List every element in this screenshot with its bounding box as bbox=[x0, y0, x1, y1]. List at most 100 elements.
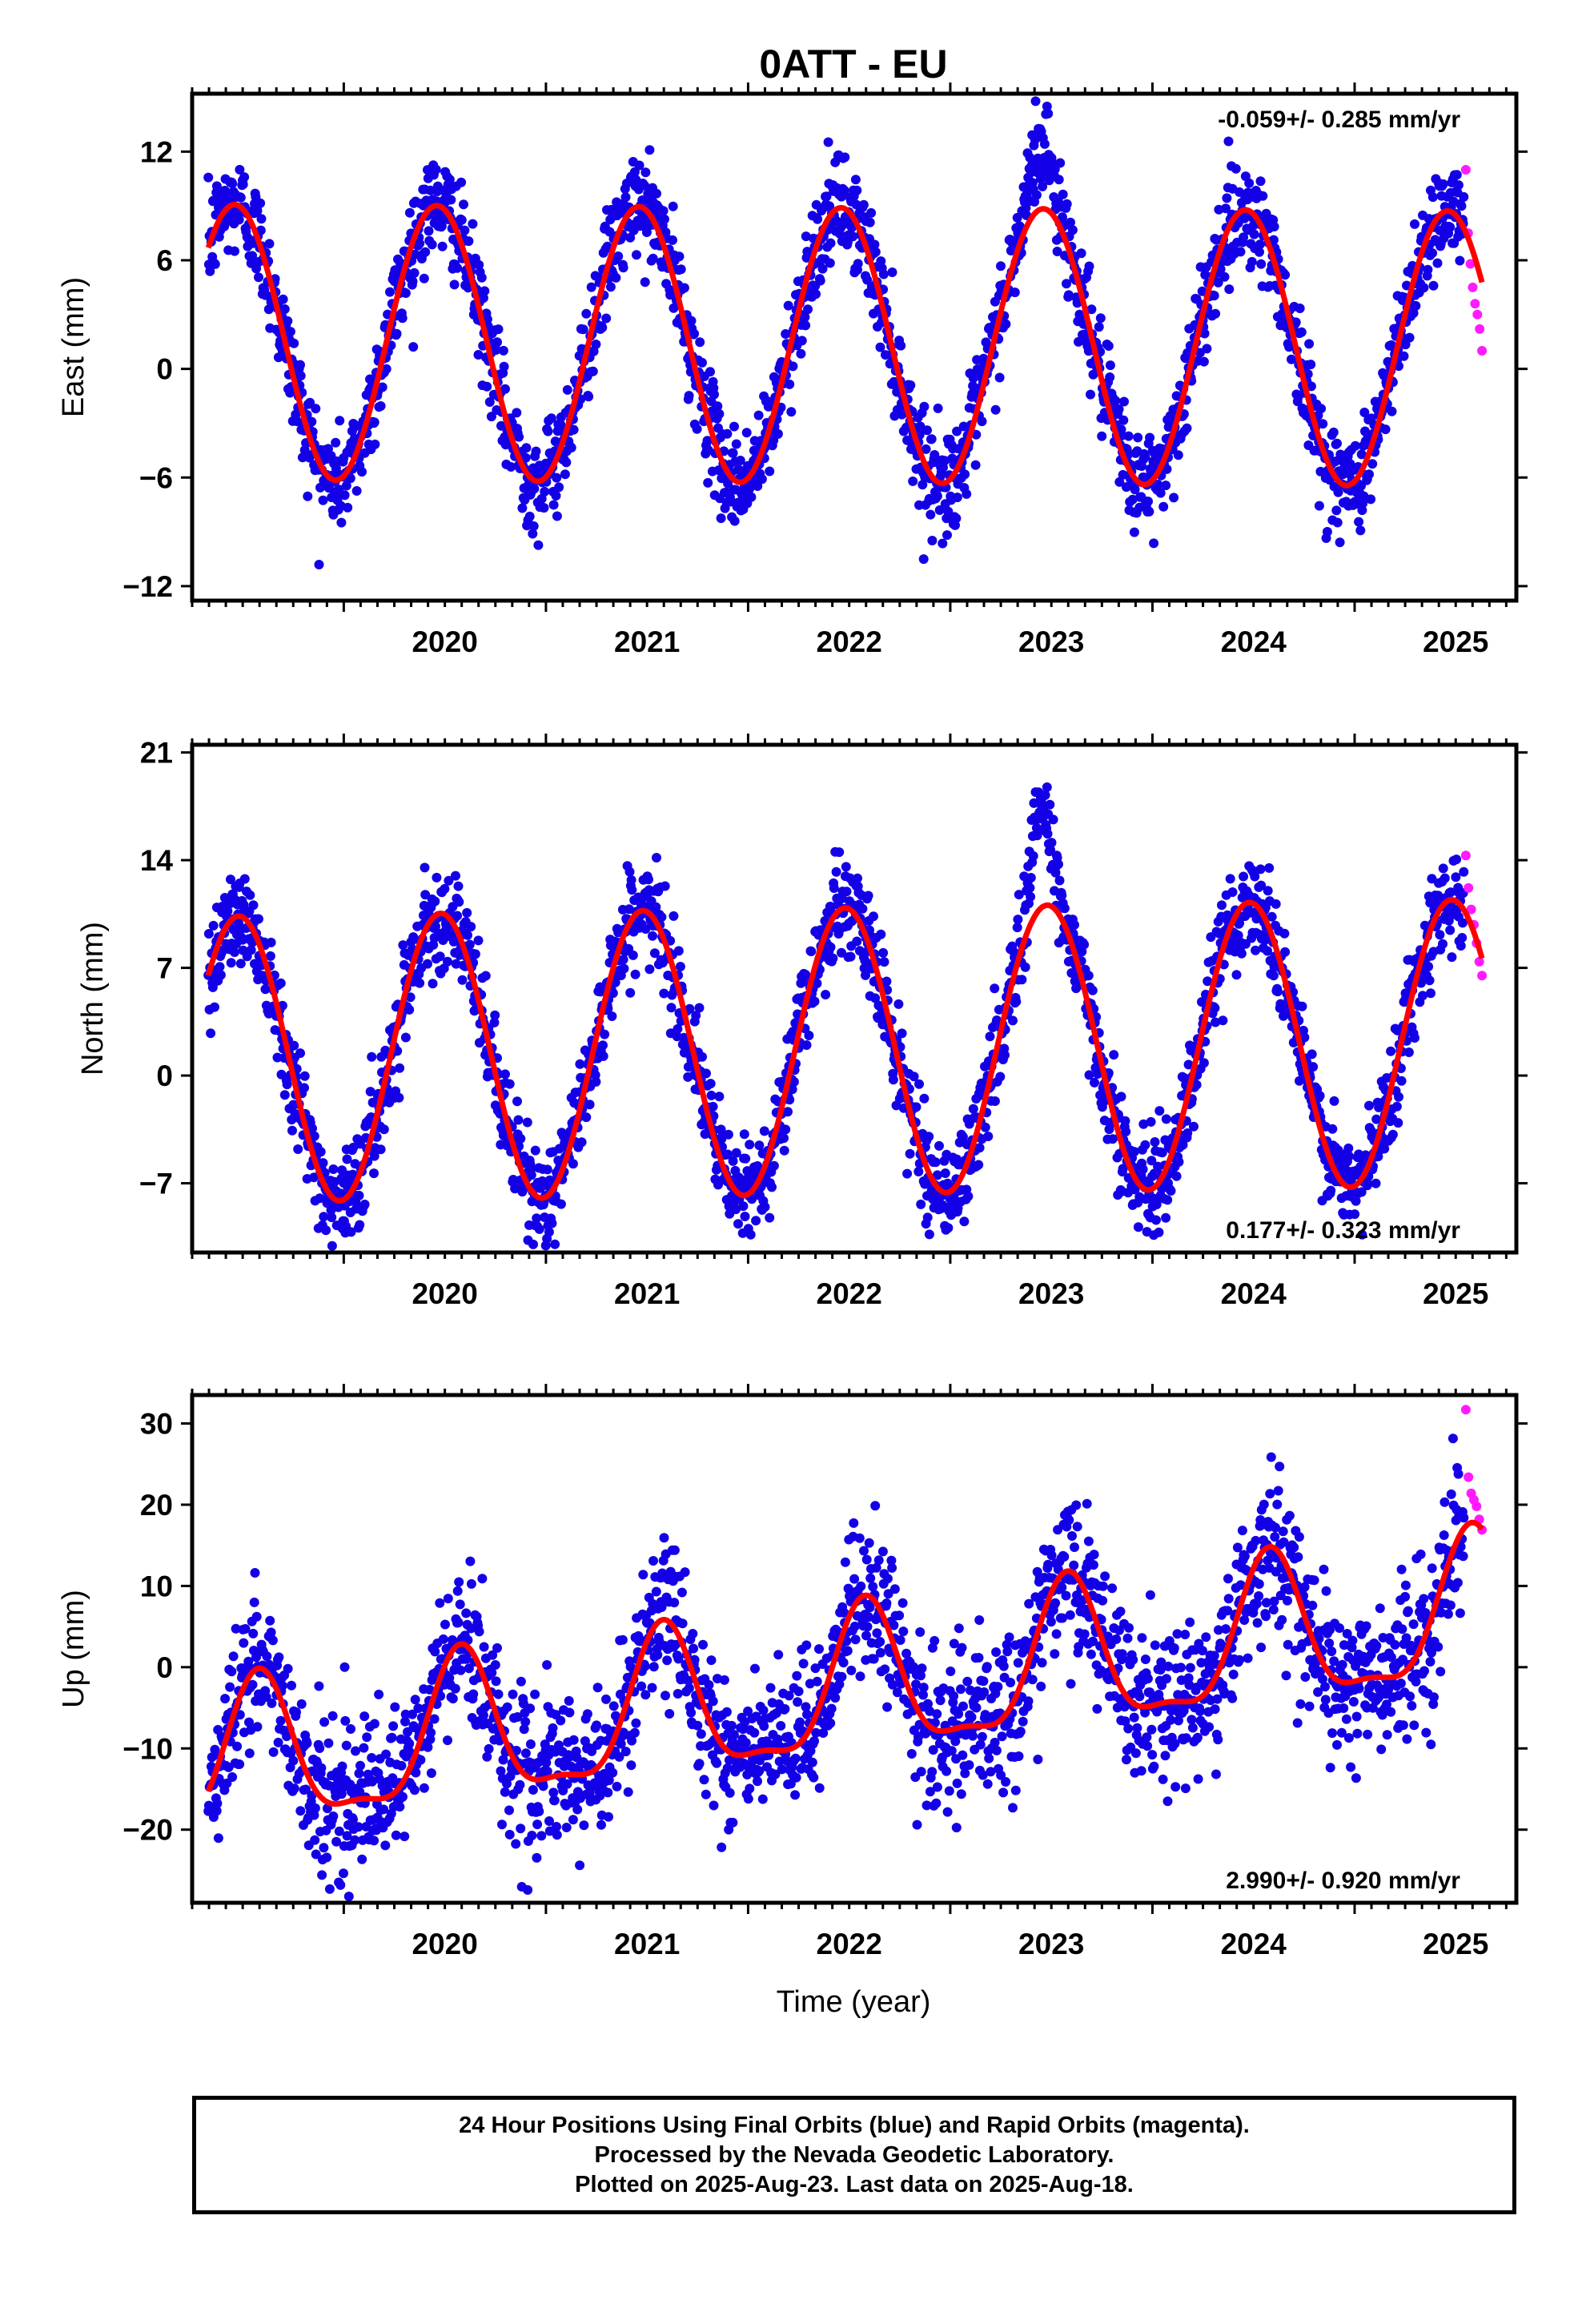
x-tick-label-up: 2023 bbox=[1018, 1928, 1084, 1960]
final-orbit-point bbox=[365, 1087, 375, 1097]
final-orbit-point bbox=[211, 1806, 222, 1816]
final-orbit-point bbox=[295, 1048, 305, 1059]
final-orbit-point bbox=[1048, 814, 1058, 825]
final-orbit-point bbox=[480, 971, 491, 981]
x-tick-label-east: 2024 bbox=[1221, 625, 1287, 658]
final-orbit-point bbox=[630, 969, 640, 979]
final-orbit-point bbox=[576, 1137, 587, 1148]
final-orbit-point bbox=[1404, 332, 1415, 343]
final-orbit-point bbox=[1235, 187, 1245, 197]
final-orbit-point bbox=[307, 416, 317, 427]
final-orbit-point bbox=[919, 1093, 930, 1104]
final-orbit-point bbox=[239, 172, 250, 183]
x-tick-label-east: 2025 bbox=[1423, 625, 1488, 658]
y-tick-label-east: 12 bbox=[140, 135, 173, 168]
final-orbit-point bbox=[611, 272, 621, 283]
final-orbit-point bbox=[974, 1143, 985, 1153]
final-orbit-point bbox=[669, 911, 679, 921]
final-orbit-point bbox=[532, 1213, 542, 1224]
final-orbit-point bbox=[1058, 212, 1067, 223]
final-orbit-point bbox=[1315, 466, 1326, 476]
final-orbit-point bbox=[1210, 1003, 1220, 1013]
final-orbit-point bbox=[676, 264, 686, 275]
final-orbit-point bbox=[581, 1112, 592, 1123]
final-orbit-point bbox=[1445, 887, 1456, 898]
final-orbit-point bbox=[951, 513, 962, 524]
final-orbit-point bbox=[203, 172, 214, 183]
rapid-orbit-point bbox=[1460, 850, 1471, 861]
final-orbit-point bbox=[708, 1101, 718, 1112]
final-orbit-point bbox=[210, 1744, 220, 1755]
final-orbit-point bbox=[1211, 1017, 1221, 1027]
final-orbit-point bbox=[1151, 1215, 1161, 1225]
final-orbit-point bbox=[897, 1028, 907, 1039]
final-orbit-point bbox=[652, 188, 661, 199]
final-orbit-point bbox=[817, 263, 828, 274]
final-orbit-point bbox=[996, 261, 1006, 271]
final-orbit-point bbox=[552, 511, 562, 521]
final-orbit-point bbox=[470, 949, 480, 959]
final-orbit-point bbox=[1268, 235, 1279, 245]
final-orbit-point bbox=[355, 1139, 365, 1149]
final-orbit-point bbox=[1255, 239, 1265, 250]
final-orbit-point bbox=[740, 1212, 750, 1221]
final-orbit-point bbox=[977, 416, 987, 427]
final-orbit-point bbox=[1263, 946, 1272, 956]
final-orbit-point bbox=[1118, 415, 1129, 425]
final-orbit-point bbox=[909, 1072, 919, 1082]
final-orbit-point bbox=[226, 958, 236, 968]
final-orbit-point bbox=[1287, 354, 1296, 364]
final-orbit-point bbox=[605, 282, 616, 292]
final-orbit-point bbox=[245, 890, 255, 900]
final-orbit-point bbox=[1427, 192, 1438, 203]
final-orbit-point bbox=[610, 977, 620, 987]
final-orbit-point bbox=[554, 482, 564, 493]
final-orbit-point bbox=[468, 219, 478, 229]
final-orbit-point bbox=[1042, 782, 1052, 792]
final-orbit-point bbox=[1387, 406, 1397, 416]
final-orbit-point bbox=[1130, 485, 1140, 495]
final-orbit-point bbox=[1074, 336, 1083, 347]
final-orbit-point bbox=[876, 929, 886, 939]
final-orbit-point bbox=[1217, 900, 1227, 911]
final-orbit-point bbox=[916, 1199, 926, 1209]
rapid-orbit-point bbox=[1477, 346, 1488, 356]
final-orbit-point bbox=[1231, 163, 1241, 174]
final-orbit-point bbox=[293, 1144, 303, 1154]
chart-title: 0ATT - EU bbox=[759, 42, 947, 86]
final-orbit-point bbox=[652, 853, 661, 862]
final-orbit-point bbox=[1258, 191, 1268, 201]
final-orbit-point bbox=[990, 404, 1001, 415]
x-tick-label-north: 2024 bbox=[1221, 1277, 1287, 1310]
final-orbit-point bbox=[1387, 1129, 1398, 1140]
final-orbit-point bbox=[754, 1140, 765, 1151]
final-orbit-point bbox=[994, 372, 1005, 383]
final-orbit-point bbox=[1222, 193, 1232, 203]
final-orbit-point bbox=[408, 932, 419, 943]
final-orbit-point bbox=[625, 232, 636, 243]
final-orbit-point bbox=[1379, 1144, 1390, 1154]
final-orbit-point bbox=[788, 1027, 798, 1037]
final-orbit-point bbox=[1459, 191, 1469, 202]
final-orbit-point bbox=[289, 338, 299, 348]
final-orbit-point bbox=[1427, 874, 1437, 884]
final-orbit-point bbox=[1250, 871, 1260, 882]
final-orbit-point bbox=[990, 983, 1000, 994]
final-orbit-point bbox=[759, 1126, 769, 1136]
final-orbit-point bbox=[464, 939, 475, 950]
final-orbit-point bbox=[921, 444, 931, 454]
final-orbit-point bbox=[785, 1095, 795, 1105]
final-orbit-point bbox=[769, 1160, 779, 1171]
final-orbit-point bbox=[751, 1216, 761, 1226]
final-orbit-point bbox=[1063, 290, 1074, 300]
final-orbit-point bbox=[326, 1205, 336, 1216]
final-orbit-point bbox=[735, 456, 745, 465]
final-orbit-point bbox=[1239, 232, 1249, 243]
final-orbit-point bbox=[1304, 339, 1315, 349]
final-orbit-point bbox=[701, 1068, 711, 1079]
final-orbit-point bbox=[449, 279, 460, 290]
final-orbit-point bbox=[985, 1031, 995, 1042]
final-orbit-point bbox=[1456, 941, 1466, 951]
final-orbit-point bbox=[825, 258, 835, 268]
final-orbit-point bbox=[448, 936, 459, 947]
